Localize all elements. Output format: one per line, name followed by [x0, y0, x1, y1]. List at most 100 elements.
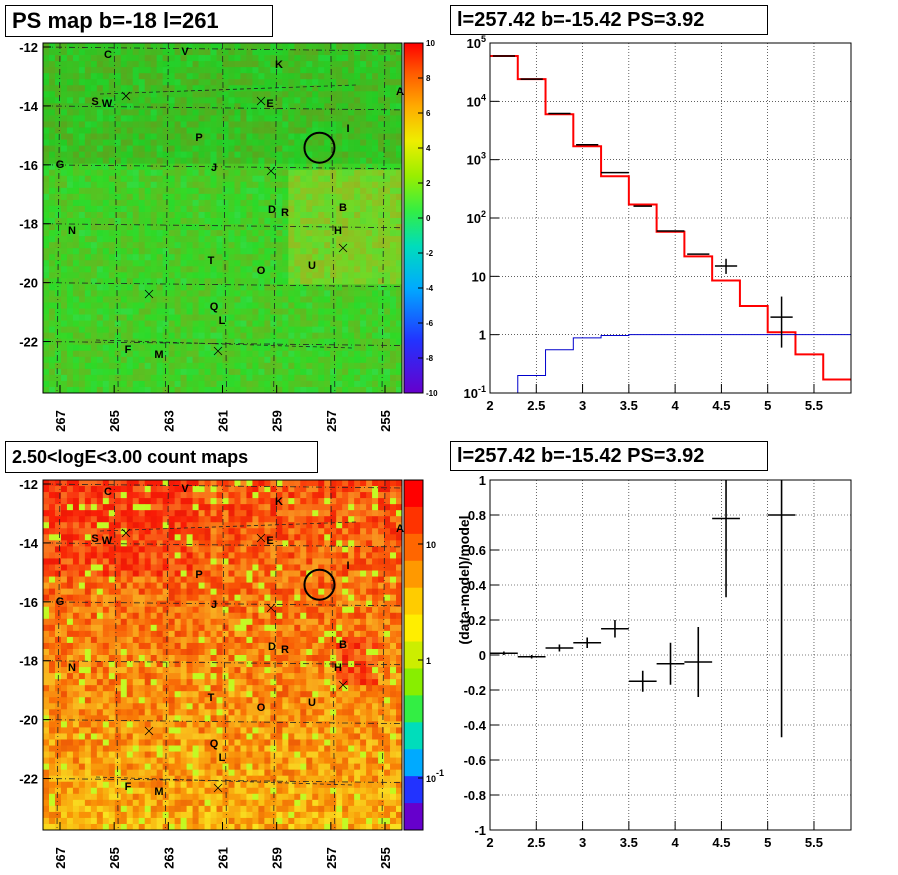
count-map-pixel [180, 516, 187, 523]
ps-map-pixel [144, 266, 152, 273]
ps-map-pixel [102, 374, 110, 382]
ps-map-pixel [312, 338, 319, 346]
ps-map-pixel [360, 175, 367, 183]
ps-map-pixel [300, 278, 307, 285]
ps-map-pixel [156, 43, 164, 50]
ps-map-pixel [210, 97, 217, 104]
ps-map-pixel [84, 193, 92, 201]
ps-map-pixel [210, 151, 217, 159]
ps-map-pixel [282, 85, 289, 92]
ps-map-pixel [396, 151, 403, 159]
ps-map-pixel [186, 296, 193, 303]
ps-map-pixel [108, 211, 116, 219]
ps-map-pixel [234, 302, 241, 309]
count-map-pixel [348, 570, 355, 577]
ps-map-pixel [66, 260, 74, 267]
ps-map-pixel [43, 199, 50, 207]
ps-map-pixel [324, 55, 331, 62]
count-map-pixel [54, 486, 62, 493]
ps-map-pixel [150, 290, 158, 297]
count-map-pixel [324, 552, 331, 559]
ps-map-pixel [366, 139, 373, 146]
ps-map-pixel [270, 266, 277, 273]
count-map-pixel [144, 486, 152, 493]
ps-map-pixel [288, 91, 295, 98]
ps-map-pixel [366, 344, 373, 352]
ps-map-pixel [282, 43, 289, 50]
ps-map-pixel [252, 248, 259, 255]
ps-map-pixel [396, 79, 403, 86]
ps-map-pixel [294, 133, 301, 140]
ps-map-pixel [312, 284, 319, 291]
count-map-pixel [43, 516, 50, 523]
ps-map-pixel [204, 175, 211, 183]
ps-map-pixel [342, 85, 349, 92]
ps-map-pixel [180, 368, 187, 376]
ps-map-pixel [252, 55, 259, 62]
ps-map-pixel [198, 79, 205, 86]
count-map-pixel [180, 510, 187, 517]
ps-map-pixel [78, 284, 86, 291]
ps-map-pixel [258, 109, 265, 116]
ps-map-pixel [384, 224, 391, 231]
ps-map-pixel [54, 133, 62, 140]
count-map-pixel [108, 492, 116, 499]
ps-map-pixel [102, 157, 110, 165]
count-map-pixel [240, 552, 247, 559]
count-map-pixel [132, 546, 140, 553]
count-map-pixel [108, 522, 116, 529]
ps-map-pixel [366, 127, 373, 134]
count-map-pixel [174, 528, 182, 535]
ps-map-pixel [282, 380, 289, 388]
ps-map-pixel [72, 163, 80, 171]
count-map-pixel [138, 534, 146, 541]
ps-map-pixel [66, 344, 74, 352]
ps-map-pixel [126, 199, 134, 207]
ps-map-pixel [246, 121, 253, 128]
ps-map-pixel [228, 254, 235, 261]
ps-map-pixel [300, 151, 307, 159]
ps-map-pixel [342, 260, 349, 267]
ps-map-pixel [66, 49, 74, 56]
ps-map-pixel [270, 308, 277, 315]
ps-map-pixel [54, 374, 62, 382]
ps-map-pixel [180, 91, 187, 98]
ps-map-pixel [72, 169, 80, 177]
ps-map-pixel [300, 272, 307, 279]
count-map-pixel [43, 582, 50, 590]
ps-map-pixel [294, 121, 301, 128]
count-map-pixel [72, 606, 80, 614]
ps-map-pixel [54, 151, 62, 159]
ps-map-pixel [216, 199, 223, 207]
ps-map-pixel [390, 85, 397, 92]
ps-map-pixel [228, 266, 235, 273]
count-map-pixel [48, 492, 56, 499]
ps-map-pixel [396, 254, 403, 261]
ps-map-pixel [150, 278, 158, 285]
ps-map-pixel [66, 356, 74, 364]
ps-map-pixel [198, 151, 205, 159]
ps-map-pixel [150, 43, 158, 50]
count-map-pixel [78, 492, 86, 499]
count-map-pixel [132, 486, 140, 493]
ps-map-pixel [114, 121, 122, 128]
ps-map-pixel [342, 272, 349, 279]
ps-map-pixel [234, 224, 241, 231]
ps-map-pixel [318, 248, 325, 255]
ps-map-pixel [180, 211, 187, 219]
ps-map-pixel [198, 350, 205, 358]
ps-map-pixel [210, 193, 217, 201]
ps-map-pixel [312, 332, 319, 340]
count-map-pixel [60, 594, 68, 602]
ps-map-pixel [138, 380, 146, 388]
ps-map-pixel [43, 67, 50, 74]
ps-map-pixel [312, 79, 319, 86]
count-map-pixel [138, 570, 146, 577]
ps-map-pixel [96, 43, 104, 50]
ps-map-pixel [270, 181, 277, 189]
ps-map-pixel [198, 374, 205, 382]
count-map-pixel [228, 606, 235, 614]
count-map-pixel [156, 576, 164, 583]
ps-map-pixel [282, 296, 289, 303]
ps-map-pixel [162, 115, 170, 122]
